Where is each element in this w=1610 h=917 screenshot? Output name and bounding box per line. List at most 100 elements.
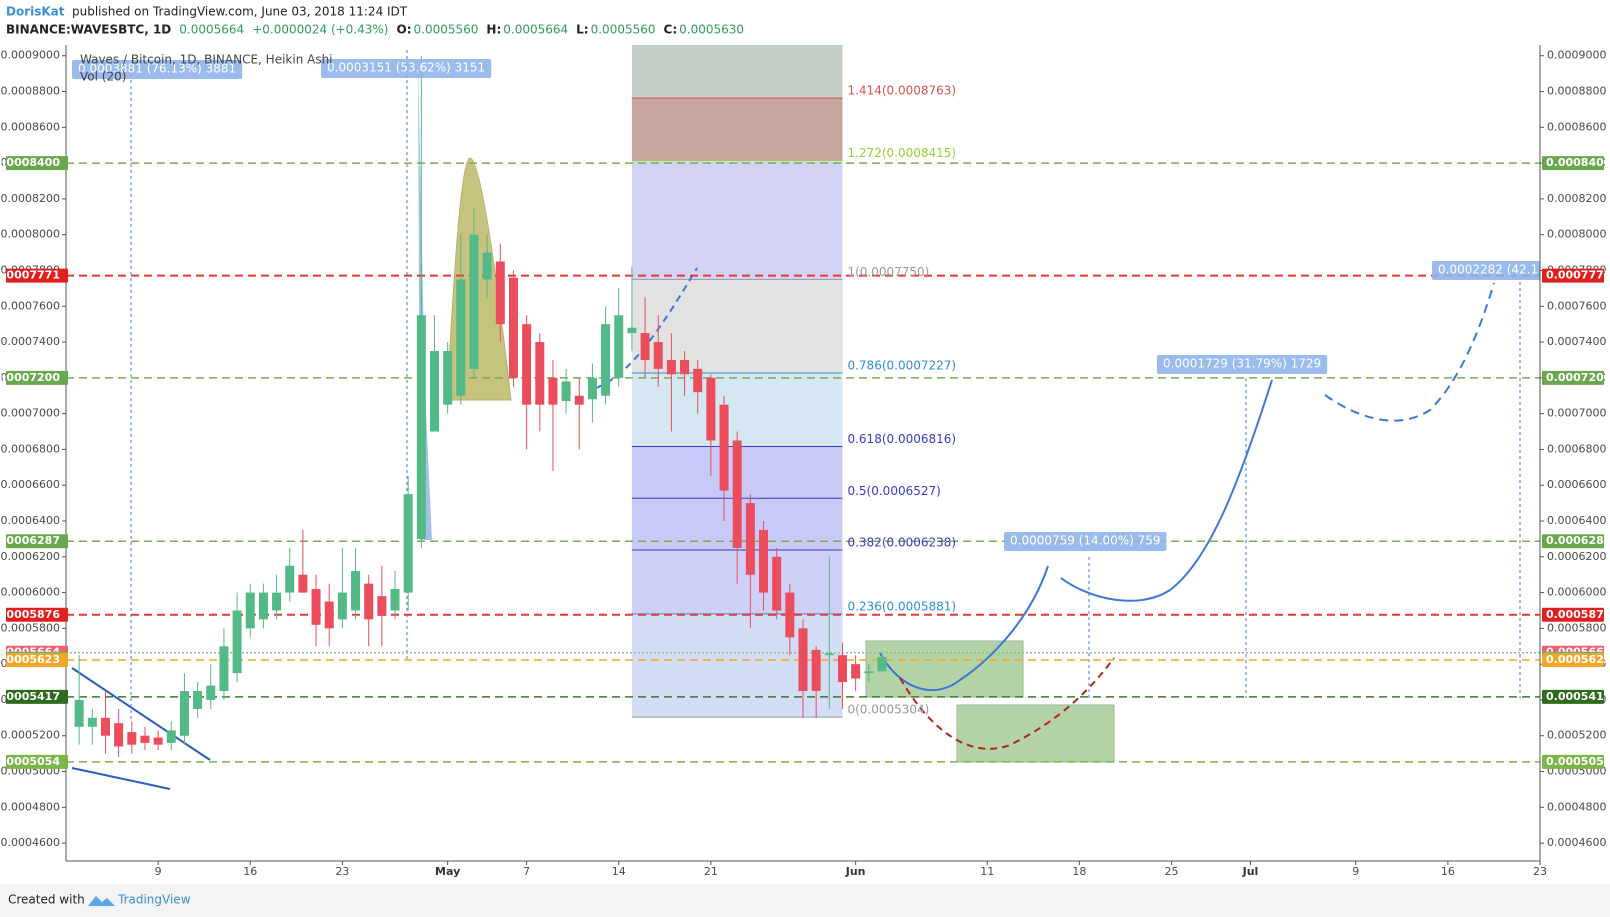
candle-body [469,234,479,369]
author[interactable]: DorisKat [6,5,65,19]
ohlc-label: C: [664,23,678,37]
candle-body [403,494,413,593]
candle-body [522,324,532,405]
footer-text: Created with [8,893,85,907]
change: +0.0000024 (+0.43%) [252,23,388,37]
measure-tag [1157,355,1328,374]
level-label: 0.0005417 [1546,690,1610,703]
candle-body [416,315,426,539]
x-tick-label: 14 [612,865,626,878]
level-tag [6,370,68,385]
candle-body [87,717,97,727]
y-tick-label: 0.0004800 [1,800,61,813]
candle-body [693,368,703,393]
candle-body [561,381,571,402]
fib-label: 1.272(0.0008415) [847,146,956,160]
y-tick-label: 0.0005800 [1,621,61,634]
candle-body [166,730,176,743]
drawing [899,657,1115,750]
fib-band [631,279,843,374]
candle-body [377,596,387,616]
candle-body [864,671,874,674]
candle-body [574,395,584,405]
candle-body [719,404,729,491]
level-label: 0.0005876 [1546,608,1610,621]
candle-body [732,440,742,548]
measure-label: 0.0003881 (76.13%) 3881 [78,62,236,76]
measure-label: 0.0000759 (14.00%) 759 [1010,534,1161,548]
level-tag [1542,689,1604,704]
candle-body [219,646,229,691]
quote-line: BINANCE:WAVESBTC, 1D 0.0005664 +0.0000024 … [6,23,744,37]
x-tick-label: Jun [845,865,866,878]
y-tick-label: 0.0008000 [1,228,61,241]
y-tick-label: 0.0006800 [1547,442,1607,455]
x-tick-label: 11 [980,865,994,878]
y-tick-label: 0.0006000 [1547,586,1607,599]
y-tick-label: 0.0006000 [1,586,61,599]
measure-tag [1432,261,1540,280]
y-tick-label: 0.0008600 [1547,120,1607,133]
y-tick-label: 0.0006200 [1,550,61,563]
candle-body [601,324,611,396]
ohlc-value: 0.0005664 [503,23,568,37]
fib-band [631,98,843,161]
level-tag [1542,156,1604,171]
y-tick-label: 0.0007000 [1,407,61,420]
legend-volume: Vol (20) [80,70,126,84]
candle-body [680,359,690,375]
drawing [879,565,1049,692]
level-tag [1542,754,1604,769]
level-tag [6,607,68,622]
x-tick-label: 16 [243,865,257,878]
level-label: 0.0007771 [1546,269,1610,282]
y-tick-label: 0.0008200 [1,192,61,205]
level-tag [6,754,68,769]
candle-body [535,342,545,405]
candle-body [311,589,321,625]
x-tick-label: 9 [155,865,162,878]
candle-body [482,252,492,280]
fib-label: 0.786(0.0007227) [847,359,956,373]
candle-body [745,503,755,575]
y-tick-label: 0.0006600 [1,478,61,491]
fib-label: 0.5(0.0006527) [847,484,940,498]
candle-body [285,565,295,593]
y-tick-label: 0.0008000 [1547,228,1607,241]
measure-label: 0.0003151 (53.62%) 3151 [327,61,485,75]
last-price: 0.0005664 [179,23,244,37]
candle-body [772,556,782,611]
drawing [956,704,1115,763]
candle-body [640,333,650,360]
level-tag [1542,534,1604,549]
measure-tag [72,60,243,79]
level-label: 0.0005623 [0,653,60,666]
y-tick-label: 0.0009000 [1547,49,1607,62]
y-tick-label: 0.0006400 [1547,514,1607,527]
candle-body [114,723,124,747]
level-label: 0.0006287 [1546,534,1610,547]
footer-brand[interactable]: TradingView [117,893,191,907]
measure-label: 0.0002282 (42.1 [1438,263,1538,277]
level-tag [6,268,68,283]
y-tick-label: 0.0004800 [1547,800,1607,813]
fib-label: 0.618(0.0006816) [847,432,956,446]
candle-body [245,592,255,629]
level-label: 0.0008400 [0,156,60,169]
x-tick-label: 7 [523,865,530,878]
level-label: 0.0007200 [0,371,60,384]
level-label: 0.0005623 [1546,653,1610,666]
candle-body [443,351,453,405]
plot-area: 0.0003881 (76.13%) 3881 0.0003151 (53.62%… [66,45,1540,790]
level-tag [1542,268,1604,283]
level-tag [6,534,68,549]
legend-title: Waves / Bitcoin, 1D, BINANCE, Heikin Ash… [80,53,333,67]
ohlc-value: 0.0005560 [414,23,479,37]
y-tick-label: 0.0007600 [1547,299,1607,312]
y-tick-label: 0.0007400 [1,335,61,348]
candle-body [298,574,308,593]
ohlc-label: L: [576,23,588,37]
overlay: 1.414(0.0008763) 1.272(0.0008415) 1(0.0007… [0,45,1610,878]
candle-body [785,592,795,638]
